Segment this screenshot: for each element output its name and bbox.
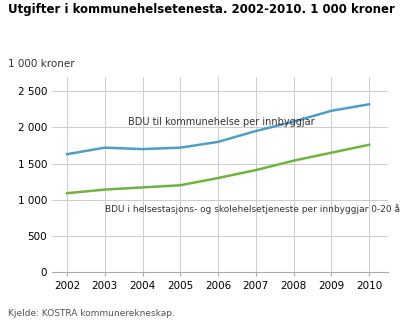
Text: Utgifter i kommunehelsetenesta. 2002-2010. 1 000 kroner: Utgifter i kommunehelsetenesta. 2002-201… xyxy=(8,3,395,16)
Text: 1 000 kroner: 1 000 kroner xyxy=(8,59,75,69)
Text: BDU i helsestasjons- og skolehelsetjeneste per innbyggjar 0-20 år: BDU i helsestasjons- og skolehelsetjenes… xyxy=(105,204,400,214)
Text: Kjelde: KOSTRA kommunerekneskap.: Kjelde: KOSTRA kommunerekneskap. xyxy=(8,309,175,318)
Text: BDU til kommunehelse per innbyggjar: BDU til kommunehelse per innbyggjar xyxy=(128,117,314,127)
